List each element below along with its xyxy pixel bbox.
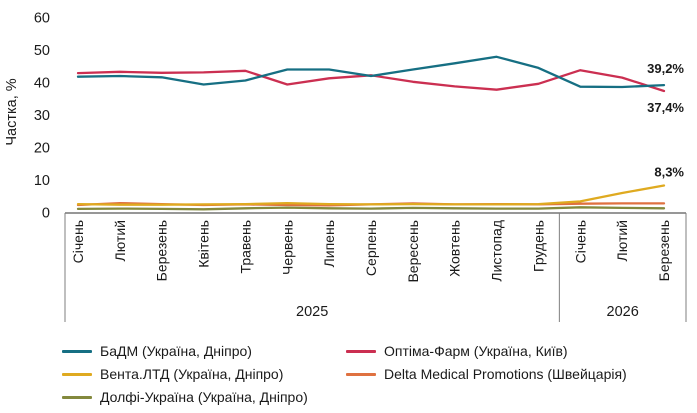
x-month-label: Лютий [614, 220, 630, 261]
series-line [76, 69, 666, 93]
legend-swatch-line [346, 373, 376, 376]
x-month-label: Березень [656, 220, 672, 281]
x-month-label: Вересень [405, 220, 421, 283]
x-month-label: Квітень [196, 220, 212, 268]
y-axis-title: Частка, % [4, 78, 20, 145]
x-month-label: Серпень [363, 220, 379, 276]
legend-swatch-line [62, 350, 92, 353]
y-tick-label: 60 [34, 11, 50, 27]
legend-item: БаДМ (Україна, Дніпро) [62, 343, 346, 360]
x-month-label: Березень [154, 220, 170, 281]
legend-swatch-line [62, 373, 92, 376]
chart-legend: БаДМ (Україна, Дніпро) Оптіма-Фарм (Украї… [62, 343, 686, 406]
x-month-label: Січень [572, 220, 588, 263]
x-month-label: Листопад [489, 220, 505, 282]
x-month-label: Травень [237, 220, 253, 273]
chart-canvas: Частка, % 0 10 20 30 40 50 60 Січень Лютий Березен… [4, 11, 687, 322]
x-month-label: Жовтень [447, 220, 463, 277]
y-tick-label: 30 [34, 108, 50, 124]
legend-item: Долфі-Україна (Україна, Дніпро) [62, 389, 346, 406]
legend-label: БаДМ (Україна, Дніпро) [100, 343, 252, 359]
y-tick-label: 40 [34, 76, 50, 92]
x-month-label: Липень [321, 220, 337, 267]
end-value-label: 8,3% [654, 165, 684, 180]
legend-label: Долфі-Україна (Україна, Дніпро) [100, 389, 308, 405]
legend-label: Delta Medical Promotions (Швейцарія) [384, 366, 627, 382]
series-line [76, 184, 666, 206]
legend-swatch-line [346, 350, 376, 353]
x-month-label: Грудень [530, 220, 546, 272]
y-tick-label: 10 [34, 173, 50, 189]
y-tick-label: 20 [34, 141, 50, 157]
y-tick-label: 0 [42, 206, 50, 222]
x-month-label: Січень [70, 220, 86, 263]
series-line [76, 55, 666, 89]
year-label: 2025 [296, 304, 328, 320]
x-month-label: Червень [279, 220, 295, 275]
y-tick-label: 50 [34, 43, 50, 59]
legend-swatch-line [62, 396, 92, 399]
end-value-label: 39,2% [647, 61, 684, 76]
legend-label: Вента.ЛТД (Україна, Дніпро) [100, 366, 284, 382]
series-line [76, 206, 666, 211]
end-value-label: 37,4% [647, 100, 684, 115]
year-label: 2026 [607, 304, 639, 320]
legend-item: Оптіма-Фарм (Україна, Київ) [346, 343, 686, 360]
legend-label: Оптіма-Фарм (Україна, Київ) [384, 343, 568, 359]
x-month-label: Лютий [112, 220, 128, 261]
legend-item: Delta Medical Promotions (Швейцарія) [346, 366, 686, 383]
legend-item: Вента.ЛТД (Україна, Дніпро) [62, 366, 346, 383]
